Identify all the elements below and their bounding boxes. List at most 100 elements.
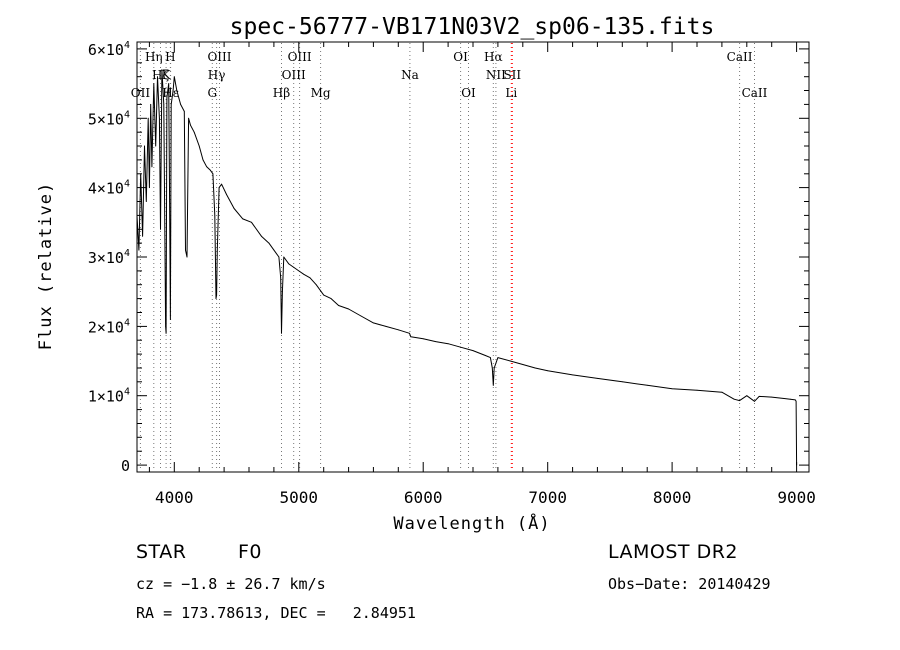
spectrum-point	[422, 338, 424, 340]
spectrum-point	[323, 294, 325, 296]
line-label-2: Hζ	[152, 68, 169, 82]
spectrum-point	[142, 235, 144, 237]
spectrum-point	[597, 378, 598, 379]
spectrum-point	[215, 298, 217, 299]
line-label-5: Hε	[162, 86, 179, 100]
y-tick-label: 3×104	[88, 248, 130, 267]
spectrum-point	[493, 367, 495, 369]
spectrum-point	[771, 396, 773, 398]
object-subclass: F0	[238, 541, 263, 563]
line-label-17: NII	[486, 68, 506, 82]
spectrum-point	[159, 117, 160, 119]
chart-title: spec-56777-VB171N03V2_sp06-135.fits	[230, 14, 715, 40]
y-tick-label: 1×104	[88, 387, 130, 406]
spectrum-point	[721, 391, 723, 393]
spectrum-point	[150, 104, 152, 105]
spectrum-point	[373, 322, 374, 324]
line-label-11: OIII	[282, 68, 306, 82]
line-label-20: CaII	[727, 50, 753, 64]
spectrum-point	[509, 360, 511, 362]
spectrum-point	[671, 388, 673, 390]
y-axis: 0 1×104 2×104 3×104 4×104 5×104 6×104	[88, 40, 809, 475]
spectrum-point	[202, 159, 204, 161]
spectrum-point	[210, 169, 211, 171]
line-label-0: Hη	[145, 50, 163, 64]
survey-name: LAMOST DR2	[608, 541, 738, 563]
spectrum-point	[145, 201, 147, 202]
line-label-18: SII	[503, 68, 521, 82]
spectrum-point	[185, 249, 186, 251]
spectrum-point	[170, 104, 172, 105]
line-label-12: Mg	[311, 86, 331, 100]
x-tick-label: 5000	[280, 488, 319, 507]
line-label-9: Hβ	[273, 86, 290, 100]
spectrum-point	[160, 228, 161, 230]
spectrum-point	[397, 329, 399, 331]
spectrum-point	[165, 326, 167, 327]
x-tick-label: 6000	[404, 488, 443, 507]
spectrum-point	[288, 263, 290, 265]
spectrum-point	[758, 396, 760, 397]
spectrum-point	[188, 117, 190, 119]
x-axis: 4000 5000 6000 7000 8000 9000	[148, 42, 816, 507]
series-line-0	[136, 69, 798, 466]
spectrum-point	[190, 124, 191, 126]
spectrum-point	[572, 374, 573, 376]
spectrum-point	[794, 399, 796, 401]
spectrum-point	[281, 332, 282, 334]
line-label-6: OIII	[207, 50, 231, 64]
spectrum-point	[251, 221, 252, 223]
spectrum-point	[186, 256, 188, 258]
spectrum-point	[212, 173, 214, 175]
spectrum-point	[161, 69, 163, 71]
spectrum-point	[172, 90, 174, 91]
y-tick-label: 5×104	[88, 109, 130, 128]
spectrum-point	[522, 364, 524, 365]
spectrum-point	[338, 305, 339, 306]
x-tick-label: 8000	[653, 488, 692, 507]
spectrum-point	[173, 76, 175, 78]
y-tick-label: 2×104	[88, 317, 130, 336]
spectrum-point	[789, 398, 791, 400]
line-label-16: Hα	[484, 50, 503, 64]
spectrum-point	[242, 218, 244, 220]
spectrum-point	[646, 384, 648, 386]
spectrum-point	[472, 350, 474, 351]
y-tick-label: 6×104	[88, 40, 130, 59]
spectrum-point	[298, 270, 300, 272]
spectrum-point	[273, 249, 275, 251]
spectrum-point	[348, 308, 349, 310]
spectrum-point	[485, 355, 486, 356]
spectrum-point	[330, 298, 332, 299]
spectrum-point	[783, 398, 785, 399]
y-axis-label: Flux (relative)	[36, 182, 56, 351]
line-label-13: Na	[401, 68, 419, 82]
spectrum-point	[268, 242, 270, 244]
spectrum-point	[490, 357, 491, 358]
spectrum-point	[280, 277, 282, 279]
x-tick-label: 4000	[155, 488, 194, 507]
spectrum-point	[491, 367, 493, 369]
coordinates-text: RA = 173.78613, DEC = 2.84951	[136, 604, 416, 622]
spectrum-point	[180, 104, 182, 105]
spectrum-point	[315, 284, 317, 286]
line-label-19: Li	[505, 86, 517, 100]
y-tick-label: 0	[121, 457, 130, 475]
spectrum-point	[216, 294, 218, 296]
spectrum-point	[138, 249, 140, 251]
spectrum-point	[206, 166, 208, 168]
y-tick-label: 4×104	[88, 179, 130, 198]
spectrum-point	[303, 273, 305, 275]
spectrum-point	[198, 145, 200, 147]
spectrum-point	[409, 332, 410, 334]
line-label-10: OIII	[288, 50, 312, 64]
line-label-4: OII	[131, 86, 151, 100]
spectrum-point	[733, 398, 735, 400]
spectrum-point	[534, 367, 536, 369]
spectrum-point	[261, 235, 262, 237]
spectrum-point	[221, 183, 223, 185]
line-markers: Hη H HζK OII Hε OIII Hγ G Hβ OIII OIII Mg Na OI OI Hα NI…	[131, 43, 768, 471]
spectrum-point	[226, 194, 228, 196]
spectrum-point	[278, 256, 280, 258]
spectrum-point	[155, 145, 157, 147]
